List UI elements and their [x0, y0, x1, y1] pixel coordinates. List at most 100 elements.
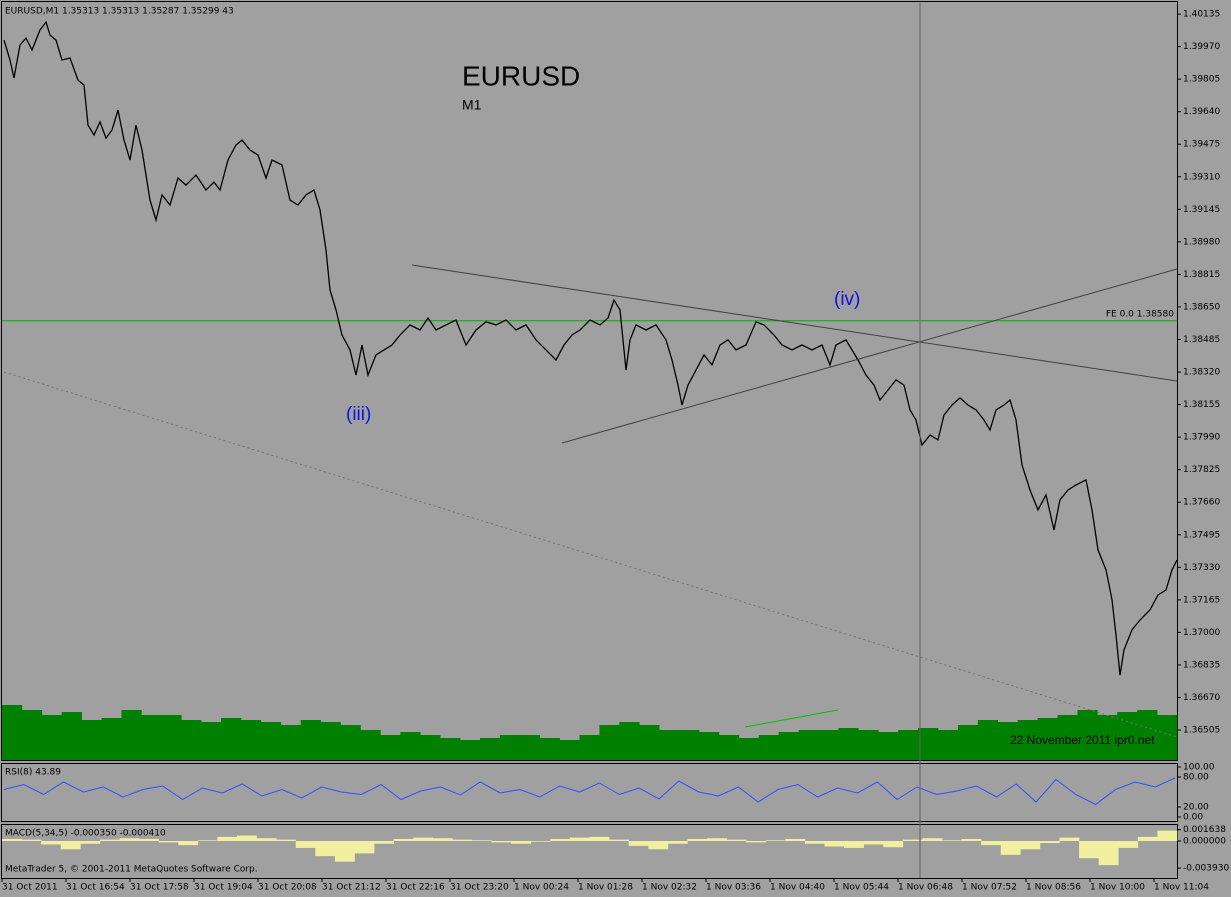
volume-bar	[81, 720, 102, 760]
macd-bar	[511, 841, 532, 844]
volume-bar	[798, 730, 819, 760]
header: EURUSD,M1 1.35313 1.35313 1.35287 1.3529…	[5, 7, 234, 17]
macd-bar	[178, 841, 199, 846]
x-tick-label: 1 Nov 02:32	[642, 883, 697, 893]
trend-line	[411, 264, 1178, 382]
volume-bar	[1157, 715, 1178, 760]
x-tick-label: 31 Oct 17:58	[130, 883, 189, 893]
y-tick-label: 1.39145	[1183, 205, 1220, 215]
volume-bar	[181, 720, 202, 760]
volume-bar	[977, 720, 999, 760]
chart-subtitle: M1	[462, 97, 482, 113]
volume-bar	[300, 720, 321, 760]
volume-bar	[758, 735, 779, 760]
x-tick-label: 1 Nov 03:36	[706, 883, 761, 893]
macd-bar	[256, 838, 277, 842]
price-line	[3, 20, 1178, 676]
macd-bar	[334, 841, 355, 862]
volume-bar	[460, 740, 481, 760]
macd-bar	[824, 841, 845, 847]
macd-frame	[1, 824, 1178, 879]
y-tick-label: 1.36835	[1183, 660, 1220, 670]
macd-bar	[687, 838, 708, 842]
macd-bar	[472, 840, 492, 842]
y-tick-label: 1.39970	[1183, 42, 1220, 52]
x-tick-label: 31 Oct 16:54	[66, 883, 125, 893]
volume-bar	[818, 730, 839, 760]
macd-bar	[276, 839, 297, 842]
x-tick-label: 1 Nov 10:00	[1090, 883, 1145, 893]
x-tick-label: 1 Nov 05:44	[834, 883, 889, 893]
y-tick-label: 1.38485	[1183, 335, 1220, 345]
macd-bar	[237, 835, 257, 842]
macd-bar	[804, 841, 825, 844]
volume-bar	[141, 715, 162, 760]
y-tick-label: 1.37660	[1183, 498, 1220, 508]
volume-bar	[121, 710, 142, 760]
volume-bar	[1137, 710, 1158, 760]
y-tick-label: 1.39640	[1183, 107, 1220, 117]
macd-bar	[60, 841, 81, 850]
macd-bar	[413, 837, 434, 842]
volume-bar	[360, 730, 381, 760]
macd-bar	[726, 839, 747, 842]
volume-bar	[499, 735, 521, 760]
macd-bar	[569, 837, 590, 842]
volume-bar	[599, 725, 620, 760]
volume-bar	[400, 732, 421, 760]
volume-bar	[201, 722, 222, 760]
macd-bar	[119, 838, 140, 842]
macd-bar	[902, 839, 923, 842]
volume-bar	[639, 725, 660, 760]
y-tick-label: 1.37000	[1183, 628, 1220, 638]
macd-bar	[746, 841, 767, 843]
main-frame	[1, 1, 1178, 761]
volume-bar	[479, 738, 501, 760]
y-tick-label: 1.39475	[1183, 140, 1220, 150]
macd-bar	[295, 841, 316, 848]
macd-bar	[452, 839, 473, 842]
y-tick-label: 0.00	[1183, 813, 1203, 823]
macd-bar	[315, 841, 336, 857]
macd-bar	[217, 836, 238, 842]
volume-bar	[559, 740, 580, 760]
macd-bar	[765, 840, 786, 842]
volume-bar	[1097, 715, 1118, 760]
x-tick-label: 1 Nov 08:56	[1026, 883, 1081, 893]
trend-line	[561, 268, 1178, 444]
rsi-title: RSI(8) 43.89	[5, 768, 61, 778]
y-tick-label: 1.37330	[1183, 563, 1220, 573]
macd-bar	[863, 841, 884, 845]
macd-bar	[393, 838, 414, 842]
volume-bar	[320, 722, 341, 760]
macd-bar	[158, 841, 179, 843]
x-tick-label: 31 Oct 2011	[2, 883, 58, 893]
volume-bar	[340, 725, 361, 760]
volume-bar	[679, 730, 700, 760]
rsi-frame	[1, 763, 1178, 822]
x-tick-label: 31 Oct 19:04	[194, 883, 253, 893]
volume-bar	[161, 715, 182, 760]
volume-bar	[659, 730, 680, 760]
y-tick-label: 1.38650	[1183, 302, 1220, 312]
volume-bar	[41, 715, 63, 760]
y-tick-label: 1.38155	[1183, 400, 1220, 410]
macd-bar	[1098, 841, 1119, 866]
macd-bar	[1118, 841, 1139, 848]
macd-bar	[354, 841, 375, 854]
volume-bar	[1057, 715, 1078, 760]
volume-bar	[918, 728, 939, 760]
macd-bar	[589, 836, 610, 842]
x-tick-label: 1 Nov 00:24	[514, 883, 569, 893]
volume-bar	[718, 735, 740, 760]
volume-bar	[858, 730, 879, 760]
macd-bar	[530, 841, 551, 842]
volume-bar	[1077, 710, 1098, 760]
volume-bar	[738, 738, 760, 760]
macd-bar	[942, 840, 962, 842]
y-tick-label: 100.00	[1183, 763, 1215, 773]
y-tick-label: 80.00	[1183, 773, 1209, 783]
volume-trend-line	[744, 709, 839, 728]
